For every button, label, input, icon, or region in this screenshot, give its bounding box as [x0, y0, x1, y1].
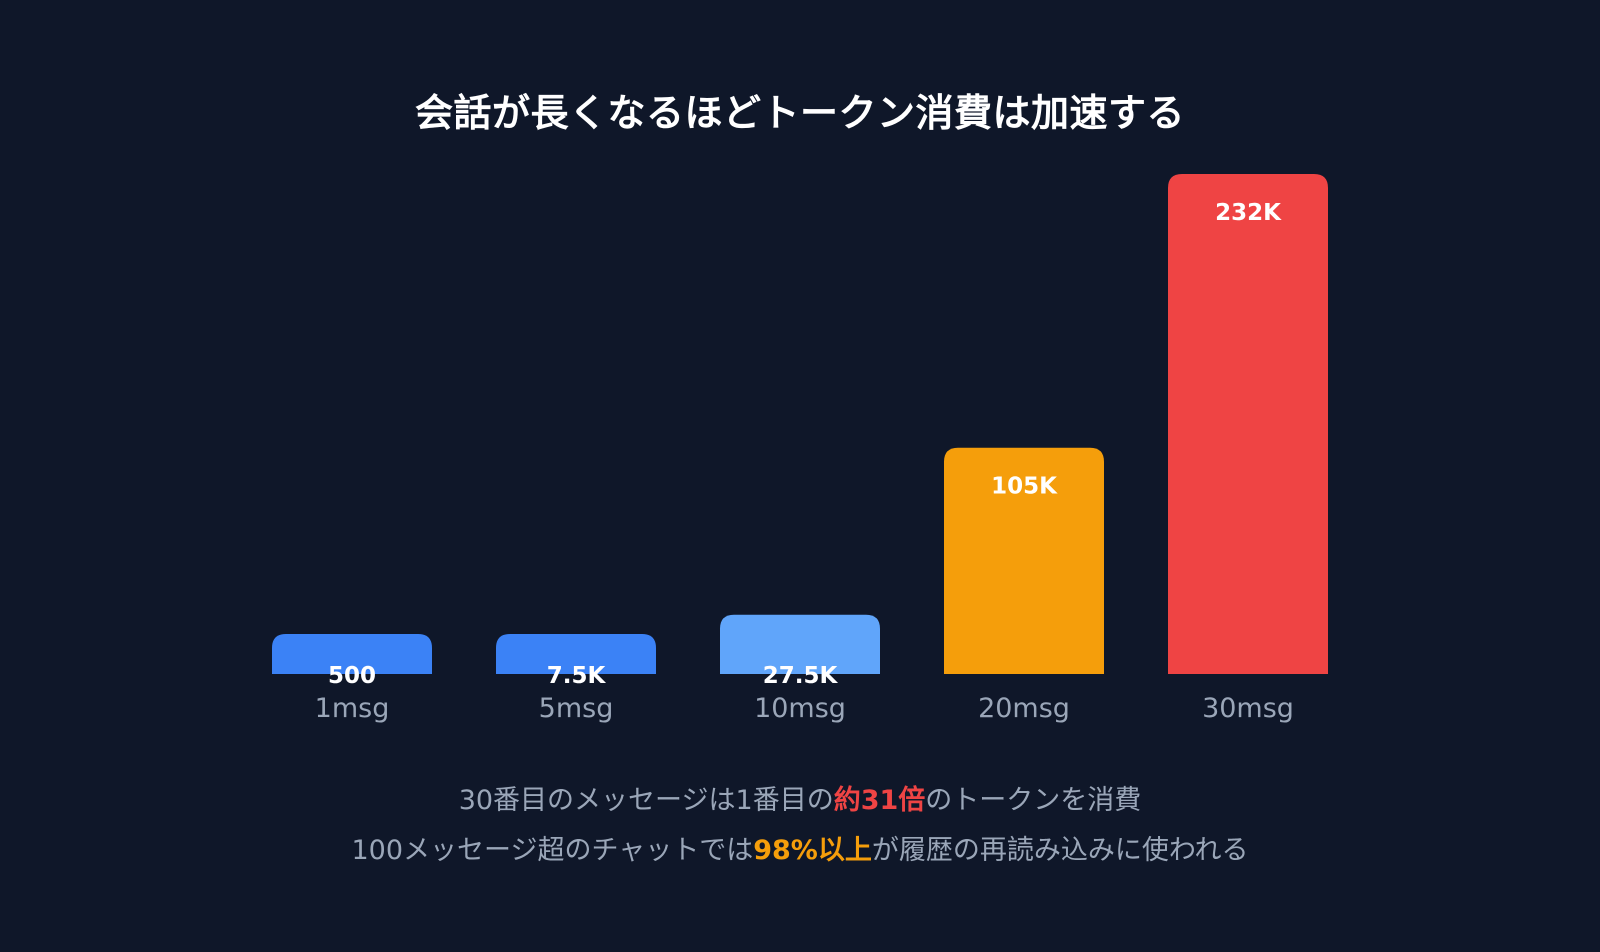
category-label-5msg: 5msg — [539, 693, 614, 724]
caption-1-prefix: 30番目のメッセージは1番目の — [458, 785, 834, 816]
value-label-1msg: 500 — [328, 663, 376, 689]
category-label-30msg: 30msg — [1202, 693, 1294, 724]
value-label-30msg: 232K — [1215, 200, 1282, 226]
caption-line-1: 30番目のメッセージは1番目の約31倍のトークンを消費 — [0, 778, 1600, 817]
caption-1-suffix: のトークンを消費 — [925, 785, 1142, 816]
category-label-10msg: 10msg — [754, 693, 846, 724]
bar-5msg — [496, 634, 656, 674]
bar-20msg — [944, 447, 1104, 674]
bar-30msg — [1168, 174, 1328, 674]
bar-10msg — [720, 614, 880, 674]
bars-layer: 500 1msg 7.5K 5msg 27.5K 10msg 105K 20msg 232K 30… — [272, 174, 1328, 724]
category-label-20msg: 20msg — [978, 693, 1070, 724]
chart-title: 会話が長くなるほどトークン消費は加速する — [414, 91, 1185, 135]
caption-2-highlight: 98%以上 — [753, 835, 872, 866]
value-label-20msg: 105K — [991, 474, 1058, 500]
category-label-1msg: 1msg — [315, 693, 390, 724]
value-label-5msg: 7.5K — [547, 663, 607, 689]
bar-1msg — [272, 634, 432, 674]
value-label-10msg: 27.5K — [763, 663, 839, 689]
caption-line-2: 100メッセージ超のチャットでは98%以上が履歴の再読み込みに使われる — [0, 828, 1600, 867]
caption-1-highlight: 約31倍 — [833, 785, 926, 816]
caption-2-suffix: が履歴の再読み込みに使われる — [871, 835, 1249, 866]
caption-2-prefix: 100メッセージ超のチャットでは — [351, 835, 754, 866]
